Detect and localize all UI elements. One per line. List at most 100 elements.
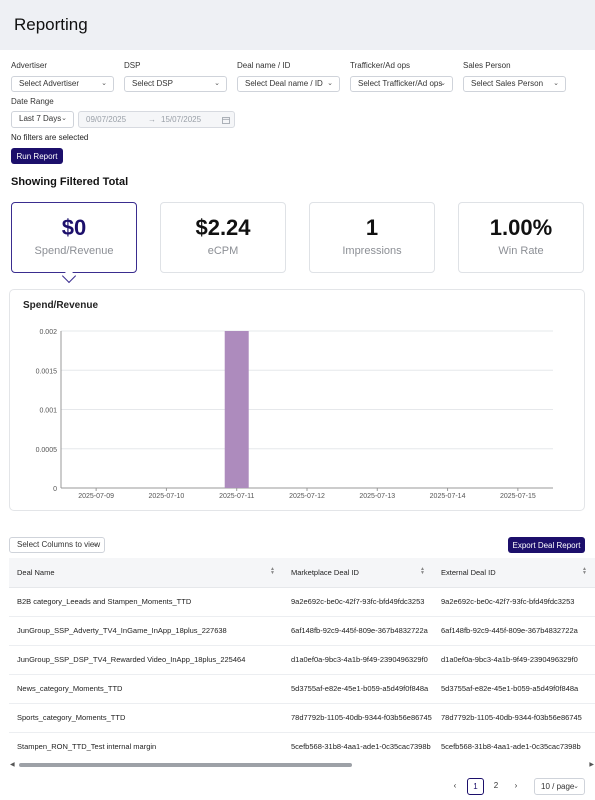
sales-select[interactable]: Select Sales Person ⌄ bbox=[463, 76, 566, 92]
select-columns-label: Select Columns to view bbox=[17, 540, 101, 549]
advertiser-select[interactable]: Select Advertiser ⌄ bbox=[11, 76, 114, 92]
cell-external-deal-id: 78d7792b-1105-40db-9344-f03b56e86745 bbox=[433, 703, 595, 733]
table-header-row: Deal Name ▲ ▼ Marketplace Deal ID ▲ ▼ Extern… bbox=[9, 558, 595, 588]
pagination-prev-button[interactable]: ‹ bbox=[453, 781, 457, 790]
chevron-down-icon: ⌄ bbox=[101, 80, 107, 87]
deal-select[interactable]: Select Deal name / ID ⌄ bbox=[237, 76, 340, 92]
chart-panel: Spend/Revenue 0 0.0005 0.001 0.0015 0.002 202… bbox=[9, 289, 585, 511]
card-spend-revenue[interactable]: $0 Spend/Revenue bbox=[11, 202, 137, 273]
dsp-select-value: Select DSP bbox=[132, 79, 173, 88]
chevron-down-icon: ⌄ bbox=[327, 80, 333, 87]
pagination-page-1[interactable]: 1 bbox=[467, 778, 484, 795]
cell-marketplace-deal-id: 9a2e692c-be0c-42f7-93fc-bfd49fdc3253 bbox=[283, 587, 433, 617]
chevron-down-icon: ⌄ bbox=[61, 115, 67, 122]
cell-external-deal-id: 9a2e692c-be0c-42f7-93fc-bfd49fdc3253 bbox=[433, 587, 595, 617]
cell-marketplace-deal-id: 5cefb568-31b8-4aa1-ade1-0c35cac7398b bbox=[283, 732, 433, 760]
card-impressions[interactable]: 1 Impressions bbox=[309, 202, 435, 273]
page-size-value: 10 / page bbox=[541, 782, 575, 791]
column-header-label: Marketplace Deal ID bbox=[291, 567, 359, 577]
chevron-down-icon: ⌄ bbox=[440, 80, 446, 87]
x-tick-label: 2025-07-11 bbox=[219, 493, 254, 500]
pagination-page-2[interactable]: 2 bbox=[493, 781, 499, 790]
trafficker-select-value: Select Trafficker/Ad ops bbox=[358, 79, 443, 88]
column-header-marketplace-deal-id[interactable]: Marketplace Deal ID ▲ ▼ bbox=[283, 558, 433, 588]
sales-label: Sales Person bbox=[463, 61, 511, 70]
sort-icon[interactable]: ▲ ▼ bbox=[582, 566, 587, 576]
x-tick-label: 2025-07-14 bbox=[430, 493, 466, 500]
y-tick-label: 0.0015 bbox=[36, 368, 58, 375]
y-tick-label: 0.0005 bbox=[36, 447, 58, 454]
table-row[interactable]: Sports_category_Moments_TTD 78d7792b-110… bbox=[9, 703, 595, 733]
card-label: eCPM bbox=[207, 245, 239, 257]
scroll-left-icon[interactable]: ◀ bbox=[10, 762, 15, 768]
x-tick-label: 2025-07-13 bbox=[359, 493, 395, 500]
chevron-down-icon: ⌄ bbox=[214, 80, 220, 87]
cell-external-deal-id: 5d3755af-e82e-45e1-b059-a5d49f0f848a bbox=[433, 674, 595, 704]
export-deal-report-button[interactable]: Export Deal Report bbox=[508, 537, 585, 553]
chevron-down-icon: ⌄ bbox=[92, 541, 98, 548]
sort-icon[interactable]: ▲ ▼ bbox=[420, 566, 425, 576]
sort-icon[interactable]: ▲ ▼ bbox=[270, 566, 275, 576]
card-win-rate[interactable]: 1.00% Win Rate bbox=[458, 202, 584, 273]
date-end: 15/07/2025 bbox=[161, 115, 202, 124]
x-tick-label: 2025-07-15 bbox=[500, 493, 536, 500]
deal-table: Deal Name ▲ ▼ Marketplace Deal ID ▲ ▼ Extern… bbox=[9, 558, 595, 760]
dsp-label: DSP bbox=[124, 61, 141, 70]
filter-status: No filters are selected bbox=[11, 133, 89, 142]
cell-marketplace-deal-id: 78d7792b-1105-40db-9344-f03b56e86745 bbox=[283, 703, 433, 733]
table-row[interactable]: JunGroup_SSP_Adverty_TV4_InGame_InApp_18… bbox=[9, 616, 595, 646]
date-preset-select[interactable]: Last 7 Days ⌄ bbox=[11, 111, 74, 128]
horizontal-scrollbar[interactable]: ◀ ▶ bbox=[9, 761, 595, 769]
cell-deal-name: News_category_Moments_TTD bbox=[9, 674, 283, 704]
x-tick-label: 2025-07-10 bbox=[149, 493, 185, 500]
dsp-select[interactable]: Select DSP ⌄ bbox=[124, 76, 227, 92]
table-row[interactable]: News_category_Moments_TTD 5d3755af-e82e-… bbox=[9, 674, 595, 704]
cell-deal-name: JunGroup_SSP_Adverty_TV4_InGame_InApp_18… bbox=[9, 616, 283, 646]
cell-external-deal-id: 6af148fb-92c9-445f-809e-367b4832722a bbox=[433, 616, 595, 646]
column-header-label: External Deal ID bbox=[441, 567, 496, 577]
cell-marketplace-deal-id: 5d3755af-e82e-45e1-b059-a5d49f0f848a bbox=[283, 674, 433, 704]
scroll-right-icon[interactable]: ▶ bbox=[589, 762, 594, 768]
x-tick-label: 2025-07-09 bbox=[78, 493, 114, 500]
card-value: $2.24 bbox=[195, 215, 251, 240]
card-value: 1 bbox=[365, 215, 379, 240]
trafficker-label: Trafficker/Ad ops bbox=[350, 61, 411, 70]
date-range-picker[interactable]: 09/07/2025 → 15/07/2025 bbox=[78, 111, 235, 128]
chevron-down-icon: ⌄ bbox=[553, 80, 559, 87]
table-row[interactable]: JunGroup_SSP_DSP_TV4_Rewarded Video_InAp… bbox=[9, 645, 595, 675]
card-label: Win Rate bbox=[498, 245, 544, 257]
spend-revenue-chart: 0 0.0005 0.001 0.0015 0.002 2025-07-09 2025-07… bbox=[36, 329, 553, 500]
cell-deal-name: JunGroup_SSP_DSP_TV4_Rewarded Video_InAp… bbox=[9, 645, 283, 675]
select-columns-dropdown[interactable]: Select Columns to view ⌄ bbox=[9, 537, 105, 553]
pagination-next-button[interactable]: › bbox=[514, 781, 518, 790]
card-label: Impressions bbox=[342, 245, 402, 257]
advertiser-label: Advertiser bbox=[11, 61, 48, 70]
page-title: Reporting bbox=[14, 15, 88, 34]
cell-deal-name: Sports_category_Moments_TTD bbox=[9, 703, 283, 733]
card-ecpm[interactable]: $2.24 eCPM bbox=[160, 202, 286, 273]
column-header-label: Deal Name bbox=[17, 567, 55, 577]
column-header-deal-name[interactable]: Deal Name ▲ ▼ bbox=[9, 558, 283, 588]
cell-external-deal-id: 5cefb568-31b8-4aa1-ade1-0c35cac7398b bbox=[433, 732, 595, 760]
table-row[interactable]: Stampen_RON_TTD_Test internal margin 5ce… bbox=[9, 732, 595, 760]
column-header-external-deal-id[interactable]: External Deal ID ▲ ▼ bbox=[433, 558, 595, 588]
deal-select-value: Select Deal name / ID bbox=[245, 79, 323, 88]
cell-deal-name: B2B category_Leeads and Stampen_Moments_… bbox=[9, 587, 283, 617]
date-preset-value: Last 7 Days bbox=[19, 114, 62, 123]
cell-marketplace-deal-id: 6af148fb-92c9-445f-809e-367b4832722a bbox=[283, 616, 433, 646]
card-value: $0 bbox=[61, 215, 87, 240]
date-start: 09/07/2025 bbox=[86, 115, 127, 124]
calendar-icon bbox=[222, 117, 230, 124]
trafficker-select[interactable]: Select Trafficker/Ad ops ⌄ bbox=[350, 76, 453, 92]
page-size-select[interactable]: 10 / page ⌄ bbox=[534, 778, 585, 795]
x-tick-label: 2025-07-12 bbox=[289, 493, 325, 500]
chart-bar bbox=[224, 331, 249, 488]
card-value: 1.00% bbox=[489, 215, 553, 240]
y-tick-label: 0 bbox=[53, 486, 57, 493]
table-row[interactable]: B2B category_Leeads and Stampen_Moments_… bbox=[9, 587, 595, 617]
page-header: Reporting bbox=[0, 0, 595, 50]
run-report-button[interactable]: Run Report bbox=[11, 148, 63, 164]
arrow-right-icon: → bbox=[148, 115, 156, 124]
advertiser-select-value: Select Advertiser bbox=[19, 79, 80, 88]
scroll-thumb[interactable] bbox=[19, 763, 352, 767]
